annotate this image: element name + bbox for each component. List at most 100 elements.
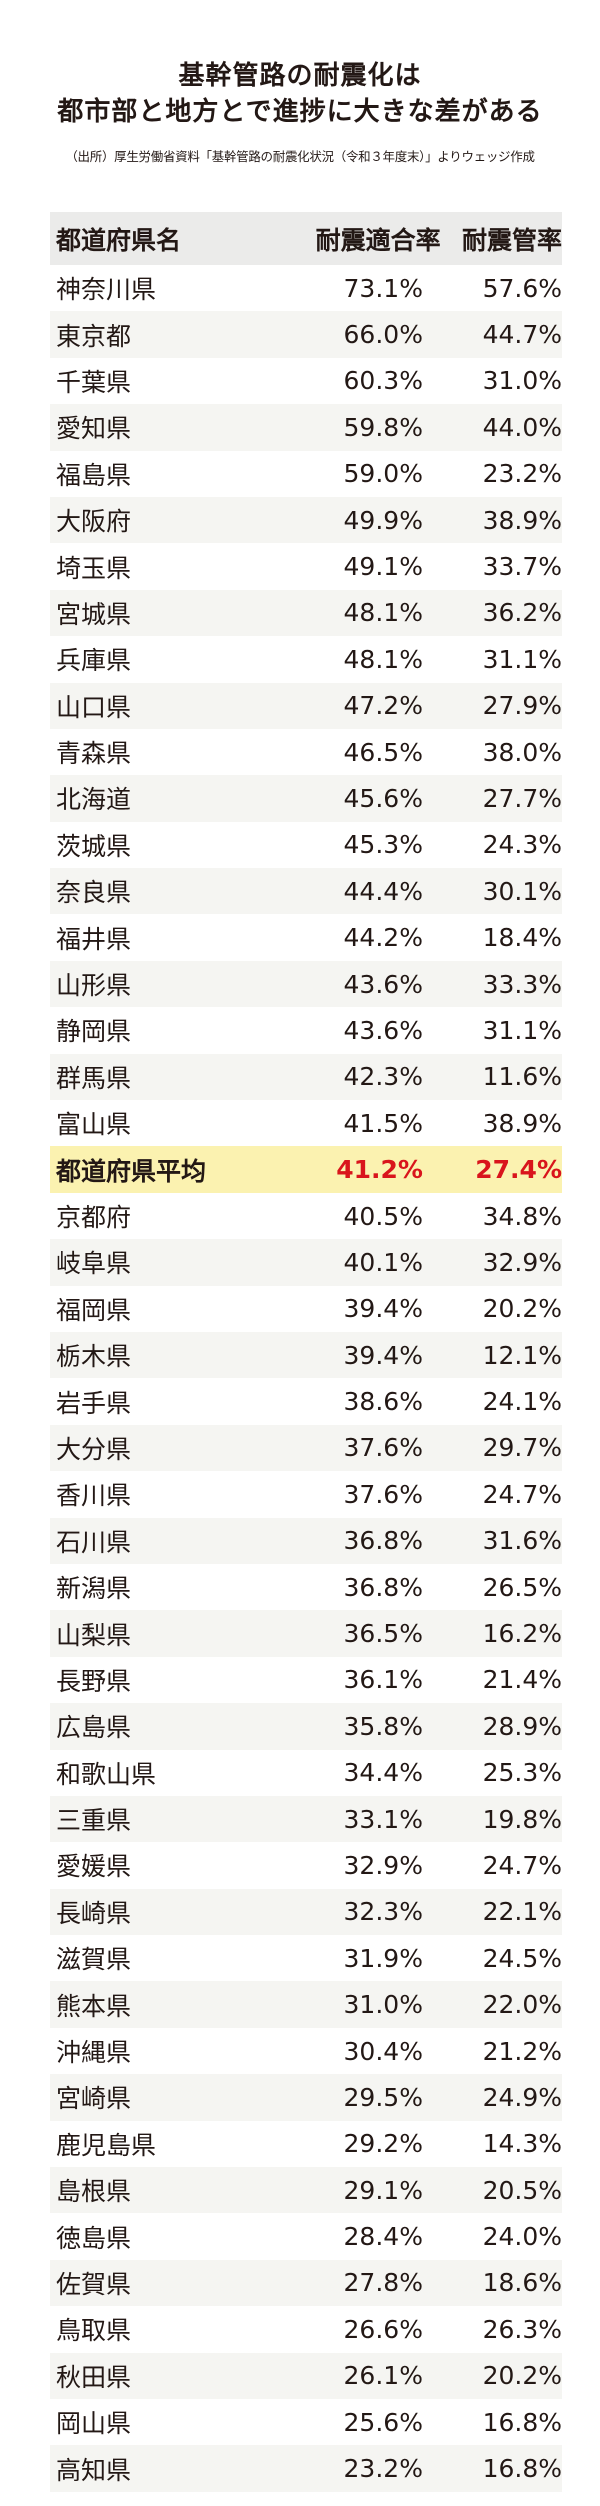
cell-quake-proof-pipe-rate: 31.0%	[482, 366, 562, 396]
cell-compliance-rate: 37.6%	[343, 1433, 423, 1463]
cell-quake-proof-pipe-rate: 44.7%	[482, 320, 562, 350]
cell-prefecture: 広島県	[56, 1713, 132, 1743]
cell-quake-proof-pipe-rate: 18.4%	[482, 923, 562, 953]
cell-compliance-rate: 47.2%	[343, 691, 423, 721]
cell-prefecture: 兵庫県	[56, 646, 132, 676]
cell-quake-proof-pipe-rate: 16.8%	[482, 2407, 562, 2437]
cell-prefecture: 和歌山県	[56, 1759, 157, 1789]
cell-quake-proof-pipe-rate: 24.5%	[482, 1943, 562, 1973]
table-row: 茨城県 45.3% 24.3%	[50, 822, 562, 868]
table-row: 鹿児島県 29.2% 14.3%	[50, 2121, 562, 2167]
cell-compliance-rate: 43.6%	[343, 1015, 423, 1045]
cell-compliance-rate: 36.8%	[343, 1526, 423, 1556]
table-header: 都道府県名 耐震適合率 耐震管率	[50, 212, 562, 265]
table-row: 香川県 37.6% 24.7%	[50, 1471, 562, 1517]
table-row: 熊本県 31.0% 22.0%	[50, 1981, 562, 2028]
cell-quake-proof-pipe-rate: 16.8%	[482, 2454, 562, 2484]
cell-quake-proof-pipe-rate: 33.7%	[482, 552, 562, 582]
cell-quake-proof-pipe-rate: 19.8%	[482, 1804, 562, 1834]
cell-quake-proof-pipe-rate: 31.6%	[482, 1526, 562, 1556]
table-row: 三重県 33.1% 19.8%	[50, 1795, 562, 1843]
table-row: 沖縄県 30.4% 21.2%	[50, 2028, 562, 2074]
cell-prefecture: 沖縄県	[56, 2038, 132, 2068]
cell-prefecture: 佐賀県	[56, 2269, 132, 2299]
cell-compliance-rate: 30.4%	[343, 2036, 423, 2066]
cell-prefecture: 鹿児島県	[56, 2130, 157, 2160]
cell-quake-proof-pipe-rate: 21.2%	[482, 2036, 562, 2066]
cell-quake-proof-pipe-rate: 22.0%	[482, 1990, 562, 2020]
cell-quake-proof-pipe-rate: 24.1%	[482, 1387, 562, 1417]
cell-prefecture: 宮崎県	[56, 2084, 132, 2114]
cell-prefecture: 東京都	[56, 321, 132, 351]
source-note: （出所）厚生労働省資料「基幹管路の耐震化状況（令和３年度末）」よりウェッジ作成	[65, 149, 535, 164]
cell-compliance-rate: 60.3%	[343, 366, 423, 396]
cell-quake-proof-pipe-rate: 16.2%	[482, 1619, 562, 1649]
cell-prefecture: 島根県	[56, 2177, 132, 2207]
cell-prefecture: 神奈川県	[56, 275, 157, 305]
cell-quake-proof-pipe-rate: 30.1%	[482, 876, 562, 906]
cell-compliance-rate: 23.2%	[343, 2454, 423, 2484]
column-header-compliance-rate: 耐震適合率	[315, 225, 441, 255]
table-row-average: 都道府県平均 41.2% 27.4%	[50, 1146, 562, 1193]
cell-compliance-rate: 45.6%	[343, 783, 423, 813]
cell-quake-proof-pipe-rate: 24.0%	[482, 2222, 562, 2252]
cell-compliance-rate: 48.1%	[343, 644, 423, 674]
cell-compliance-rate: 46.5%	[343, 737, 423, 767]
cell-compliance-rate: 41.2%	[336, 1155, 423, 1185]
cell-compliance-rate: 35.8%	[343, 1711, 423, 1741]
table-row: 大阪府 49.9% 38.9%	[50, 496, 562, 544]
cell-compliance-rate: 37.6%	[343, 1479, 423, 1509]
cell-prefecture: 山梨県	[56, 1620, 132, 1650]
cell-compliance-rate: 66.0%	[343, 320, 423, 350]
cell-prefecture: 富山県	[56, 1110, 132, 1140]
cell-quake-proof-pipe-rate: 57.6%	[482, 273, 562, 303]
chart-title: 基幹管路の耐震化は 都市部と地方とで進捗に大きな差がある	[0, 58, 600, 130]
cell-prefecture: 群馬県	[56, 1063, 132, 1093]
cell-quake-proof-pipe-rate: 20.5%	[482, 2175, 562, 2205]
cell-compliance-rate: 29.1%	[343, 2175, 423, 2205]
cell-compliance-rate: 36.1%	[343, 1665, 423, 1695]
cell-quake-proof-pipe-rate: 33.3%	[482, 969, 562, 999]
table-row: 福井県 44.2% 18.4%	[50, 914, 562, 960]
table-row: 福島県 59.0% 23.2%	[50, 451, 562, 497]
table-row: 岩手県 38.6% 24.1%	[50, 1378, 562, 1424]
cell-quake-proof-pipe-rate: 27.9%	[482, 691, 562, 721]
cell-prefecture: 秋田県	[56, 2362, 132, 2392]
cell-compliance-rate: 34.4%	[343, 1758, 423, 1788]
cell-quake-proof-pipe-rate: 27.7%	[482, 783, 562, 813]
table-row: 埼玉県 49.1% 33.7%	[50, 543, 562, 589]
cell-quake-proof-pipe-rate: 38.0%	[482, 737, 562, 767]
cell-quake-proof-pipe-rate: 38.9%	[482, 1108, 562, 1138]
table-row: 長野県 36.1% 21.4%	[50, 1657, 562, 1703]
table-row: 富山県 41.5% 38.9%	[50, 1100, 562, 1146]
table-row: 宮崎県 29.5% 24.9%	[50, 2074, 562, 2121]
cell-prefecture: 宮城県	[56, 599, 132, 629]
cell-quake-proof-pipe-rate: 36.2%	[482, 598, 562, 628]
table-row: 佐賀県 27.8% 18.6%	[50, 2259, 562, 2307]
cell-prefecture: 愛媛県	[56, 1852, 132, 1882]
cell-compliance-rate: 26.1%	[343, 2361, 423, 2391]
cell-prefecture: 香川県	[56, 1481, 132, 1511]
table-row: 千葉県 60.3% 31.0%	[50, 358, 562, 404]
cell-compliance-rate: 39.4%	[343, 1340, 423, 1370]
cell-prefecture: 岩手県	[56, 1388, 132, 1418]
cell-compliance-rate: 48.1%	[343, 598, 423, 628]
cell-quake-proof-pipe-rate: 28.9%	[482, 1711, 562, 1741]
table-row: 山口県 47.2% 27.9%	[50, 682, 562, 729]
table-row: 群馬県 42.3% 11.6%	[50, 1053, 562, 1101]
cell-quake-proof-pipe-rate: 24.7%	[482, 1479, 562, 1509]
cell-prefecture: 福島県	[56, 460, 132, 490]
cell-quake-proof-pipe-rate: 24.7%	[482, 1850, 562, 1880]
cell-quake-proof-pipe-rate: 27.4%	[475, 1155, 562, 1185]
cell-quake-proof-pipe-rate: 22.1%	[482, 1897, 562, 1927]
table-row: 東京都 66.0% 44.7%	[50, 311, 562, 358]
cell-compliance-rate: 39.4%	[343, 1294, 423, 1324]
cell-compliance-rate: 41.5%	[343, 1108, 423, 1138]
column-header-prefecture: 都道府県名	[56, 225, 182, 255]
cell-prefecture: 徳島県	[56, 2223, 132, 2253]
cell-compliance-rate: 26.6%	[343, 2314, 423, 2344]
cell-quake-proof-pipe-rate: 34.8%	[482, 1201, 562, 1231]
cell-compliance-rate: 38.6%	[343, 1387, 423, 1417]
cell-quake-proof-pipe-rate: 26.5%	[482, 1572, 562, 1602]
table-row: 長崎県 32.3% 22.1%	[50, 1888, 562, 1936]
